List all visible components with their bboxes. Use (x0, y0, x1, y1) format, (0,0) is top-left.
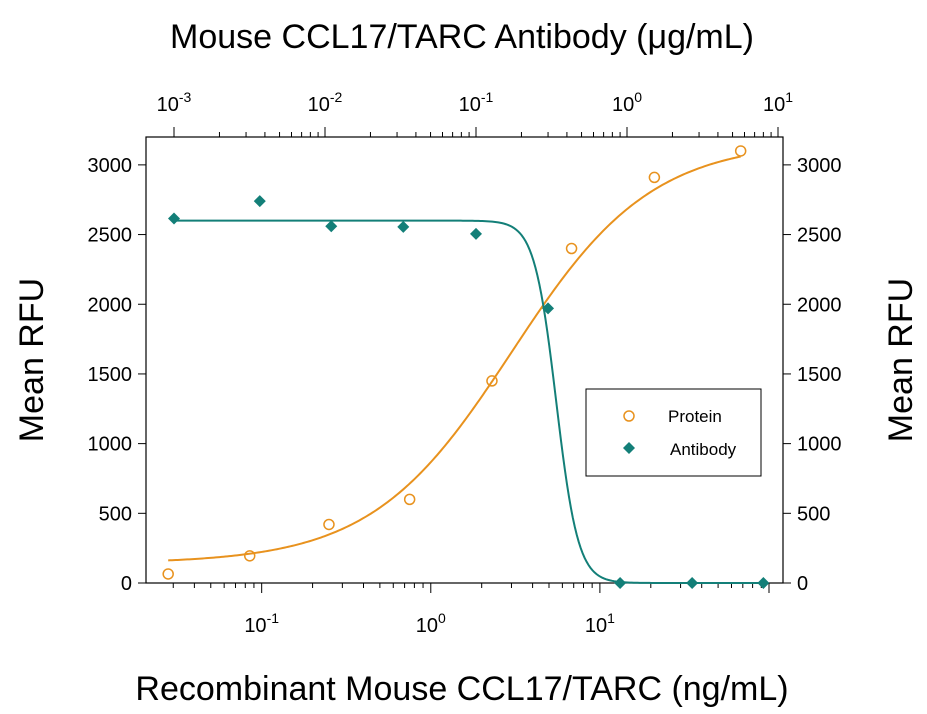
legend: Protein Antibody (585, 388, 762, 477)
fit-curves (168, 155, 764, 584)
data-point-antibody (686, 577, 699, 589)
y-tick-label-right: 3000 (797, 155, 842, 177)
legend-protein-marker (623, 410, 635, 422)
top-axis-title: Mouse CCL17/TARC Antibody (μg/mL) (170, 18, 754, 56)
data-point-protein (734, 145, 747, 157)
x-tick-label: 100 (416, 610, 446, 637)
y-tick-label-right: 500 (797, 503, 830, 525)
bottom-axis-ticks: 10-1 100 101 (172, 583, 770, 637)
y-axis-ticks: 0 0 500 500 1000 1000 1500 1500 2000 2000 2500 2500… (88, 155, 842, 595)
data-point-protein (162, 568, 174, 580)
data-point-protein (486, 375, 498, 387)
legend-antibody-marker (623, 442, 635, 454)
data-points (162, 145, 770, 589)
data-point-antibody (614, 577, 627, 589)
y-tick-label-left: 3000 (88, 155, 133, 177)
y-tick-label-left: 2000 (88, 294, 133, 316)
y-axis-title-right: Mean RFU (882, 278, 920, 442)
top-tick-label: 100 (612, 89, 642, 116)
top-tick-label: 10-2 (308, 89, 343, 116)
data-point-antibody (253, 195, 266, 208)
legend-box (585, 388, 762, 477)
data-point-protein (243, 550, 256, 562)
y-tick-label-right: 1000 (797, 434, 842, 456)
data-point-antibody (542, 302, 555, 315)
data-point-antibody (757, 577, 770, 589)
y-tick-label-right: 2000 (797, 294, 842, 316)
y-tick-label-left: 500 (99, 503, 132, 525)
x-axis-title: Recombinant Mouse CCL17/TARC (ng/mL) (135, 670, 788, 708)
y-tick-label-left: 1500 (88, 364, 133, 386)
legend-antibody-label: Antibody (670, 440, 737, 459)
y-tick-label-right: 1500 (797, 364, 842, 386)
data-point-protein (648, 171, 661, 184)
x-tick-label: 10-1 (244, 610, 279, 637)
data-point-antibody (325, 220, 338, 233)
data-point-protein (323, 518, 335, 531)
fit-curve-protein (168, 155, 741, 562)
top-tick-label: 101 (763, 89, 793, 116)
y-tick-label-left: 1000 (88, 434, 133, 456)
data-point-antibody (470, 227, 482, 240)
data-point-antibody (397, 220, 410, 233)
y-tick-label-right: 0 (797, 573, 808, 595)
data-point-protein (565, 242, 578, 255)
y-axis-title-left: Mean RFU (13, 278, 51, 442)
y-tick-label-left: 2500 (88, 225, 133, 247)
y-tick-label-right: 2500 (797, 225, 842, 247)
plot-frame (145, 136, 784, 584)
legend-protein-label: Protein (668, 407, 722, 426)
y-tick-label-left: 0 (121, 573, 132, 595)
top-axis-ticks: 10-3 10-2 10-1 100 101 (157, 89, 793, 137)
top-tick-label: 10-1 (459, 89, 494, 116)
fit-curve-antibody (174, 219, 764, 584)
data-point-antibody (168, 212, 180, 225)
top-tick-label: 10-3 (157, 89, 192, 116)
x-tick-label: 101 (585, 610, 615, 637)
data-point-protein (403, 493, 416, 506)
